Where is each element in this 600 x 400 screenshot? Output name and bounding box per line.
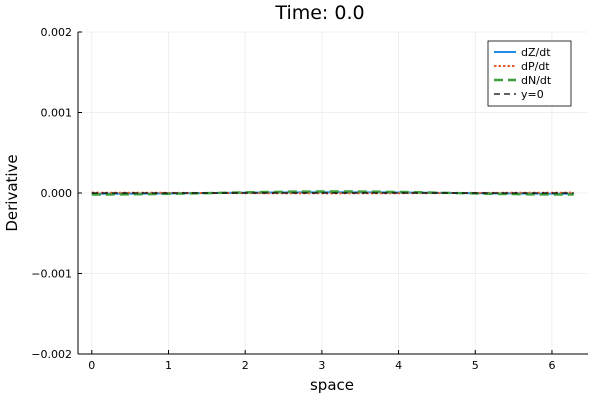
x-axis-title: space: [310, 376, 354, 394]
legend-label: dZ/dt: [521, 46, 551, 59]
x-tick-label: 1: [165, 359, 172, 372]
legend-label: dN/dt: [521, 74, 552, 87]
x-tick-label: 5: [472, 359, 479, 372]
axes: 0 1 2 3 4 5 6 −0.002 −0.001 0.000 0.001 0.002: [31, 26, 588, 372]
legend-label: y=0: [521, 88, 544, 101]
x-tick-label: 0: [88, 359, 95, 372]
y-tick-label: −0.002: [31, 348, 72, 361]
y-tick-label: 0.001: [41, 107, 73, 120]
x-tick-label: 6: [548, 359, 555, 372]
x-tick-label: 2: [242, 359, 249, 372]
plot-title: Time: 0.0: [274, 2, 364, 24]
y-tick-label: −0.001: [31, 268, 72, 281]
x-tick-label: 4: [395, 359, 402, 372]
series-lines: [91, 190, 574, 196]
legend-label: dP/dt: [521, 60, 550, 73]
y-tick-label: 0.000: [41, 187, 73, 200]
y-axis-title: Derivative: [3, 154, 21, 231]
x-tick-label: 3: [318, 359, 325, 372]
y-tick-label: 0.002: [41, 26, 73, 39]
series-line-dn-dt: [91, 190, 574, 196]
